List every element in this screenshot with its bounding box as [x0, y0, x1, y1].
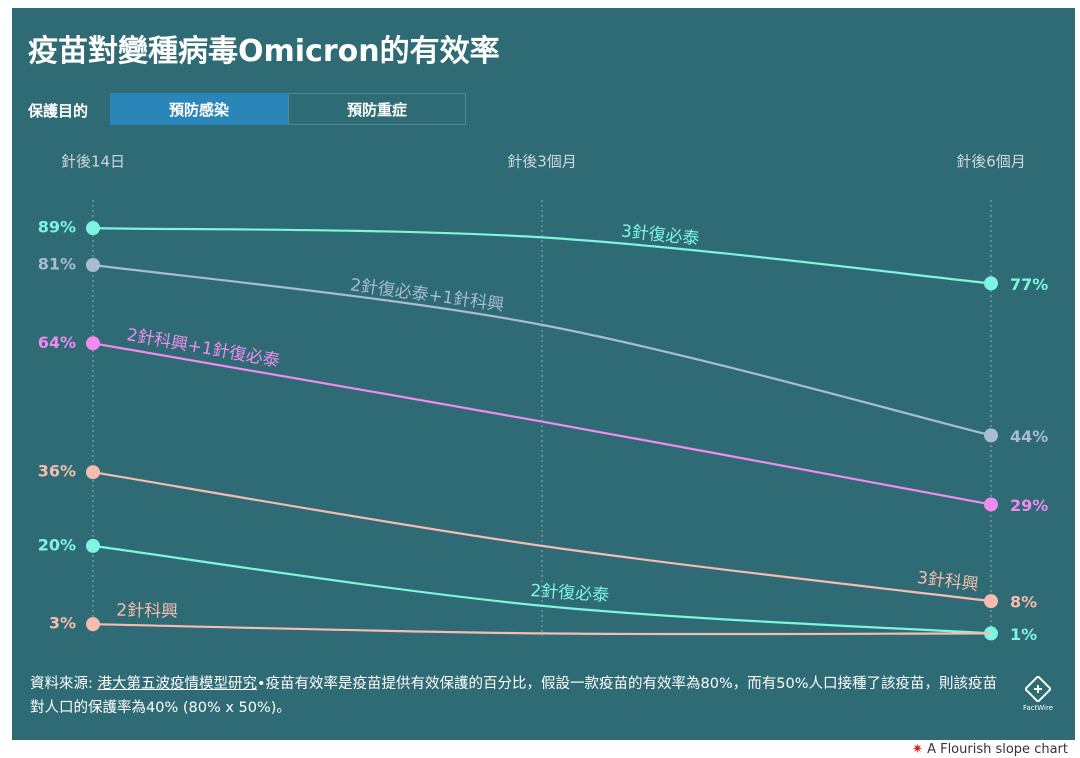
note: •疫苗有效率是疫苗提供有效保護的百分比，假設一款疫苗的有效率為80%，而有50%…: [30, 676, 998, 716]
series-label: 2針復必泰+1針科興: [349, 275, 505, 315]
point: [86, 257, 100, 272]
source-link[interactable]: 港大第五波疫情模型研究: [97, 676, 258, 692]
value-label: 77%: [1010, 275, 1048, 294]
series-line: [92, 227, 992, 285]
credit[interactable]: ✷ A Flourish slope chart: [912, 742, 1068, 757]
value-label: 20%: [38, 535, 76, 554]
series-line: [92, 342, 992, 506]
credit-icon: ✷: [912, 742, 923, 757]
value-label: 64%: [38, 333, 76, 352]
point: [86, 465, 100, 480]
tab[interactable]: 預防感染: [110, 93, 288, 125]
tab[interactable]: 預防重症: [288, 93, 466, 125]
logo-text: FactWire: [1022, 704, 1053, 712]
point: [984, 594, 998, 609]
point: [984, 276, 998, 291]
logo: FactWire: [1018, 674, 1058, 712]
logo-icon: [1023, 674, 1053, 704]
series-line: [92, 623, 992, 636]
control-label: 保護目的: [28, 102, 89, 120]
value-label: 44%: [1010, 427, 1048, 446]
point: [86, 538, 100, 553]
category-label: 針後3個月: [507, 153, 577, 171]
point: [984, 497, 998, 512]
value-label: 1%: [1010, 625, 1037, 644]
point: [86, 336, 100, 351]
value-label: 89%: [38, 218, 76, 237]
value-label: 81%: [38, 254, 76, 273]
footer: 資料來源: 港大第五波疫情模型研究•疫苗有效率是疫苗提供有效保護的百分比，假設一…: [30, 672, 1000, 720]
point: [984, 428, 998, 443]
series-label: 2針復必泰: [530, 581, 610, 606]
panel: [12, 8, 1075, 740]
title: 疫苗對變種病毒Omicron的有效率: [28, 34, 500, 69]
source-label: 資料來源:: [30, 676, 98, 692]
point: [86, 617, 100, 632]
series-label: 3針科興: [916, 568, 980, 595]
value-label: 3%: [49, 614, 76, 633]
credit-text: A Flourish slope chart: [927, 742, 1068, 757]
series-line: [92, 471, 992, 603]
value-label: 8%: [1010, 593, 1037, 612]
series-line: [92, 544, 992, 635]
series-label: 2針科興+1針復必泰: [125, 325, 281, 371]
point: [86, 221, 100, 236]
series-label: 2針科興: [116, 601, 178, 622]
series-line: [92, 263, 992, 437]
value-label: 36%: [38, 462, 76, 481]
category-label: 針後14日: [61, 153, 125, 171]
value-label: 29%: [1010, 496, 1048, 515]
category-label: 針後6個月: [956, 153, 1026, 171]
